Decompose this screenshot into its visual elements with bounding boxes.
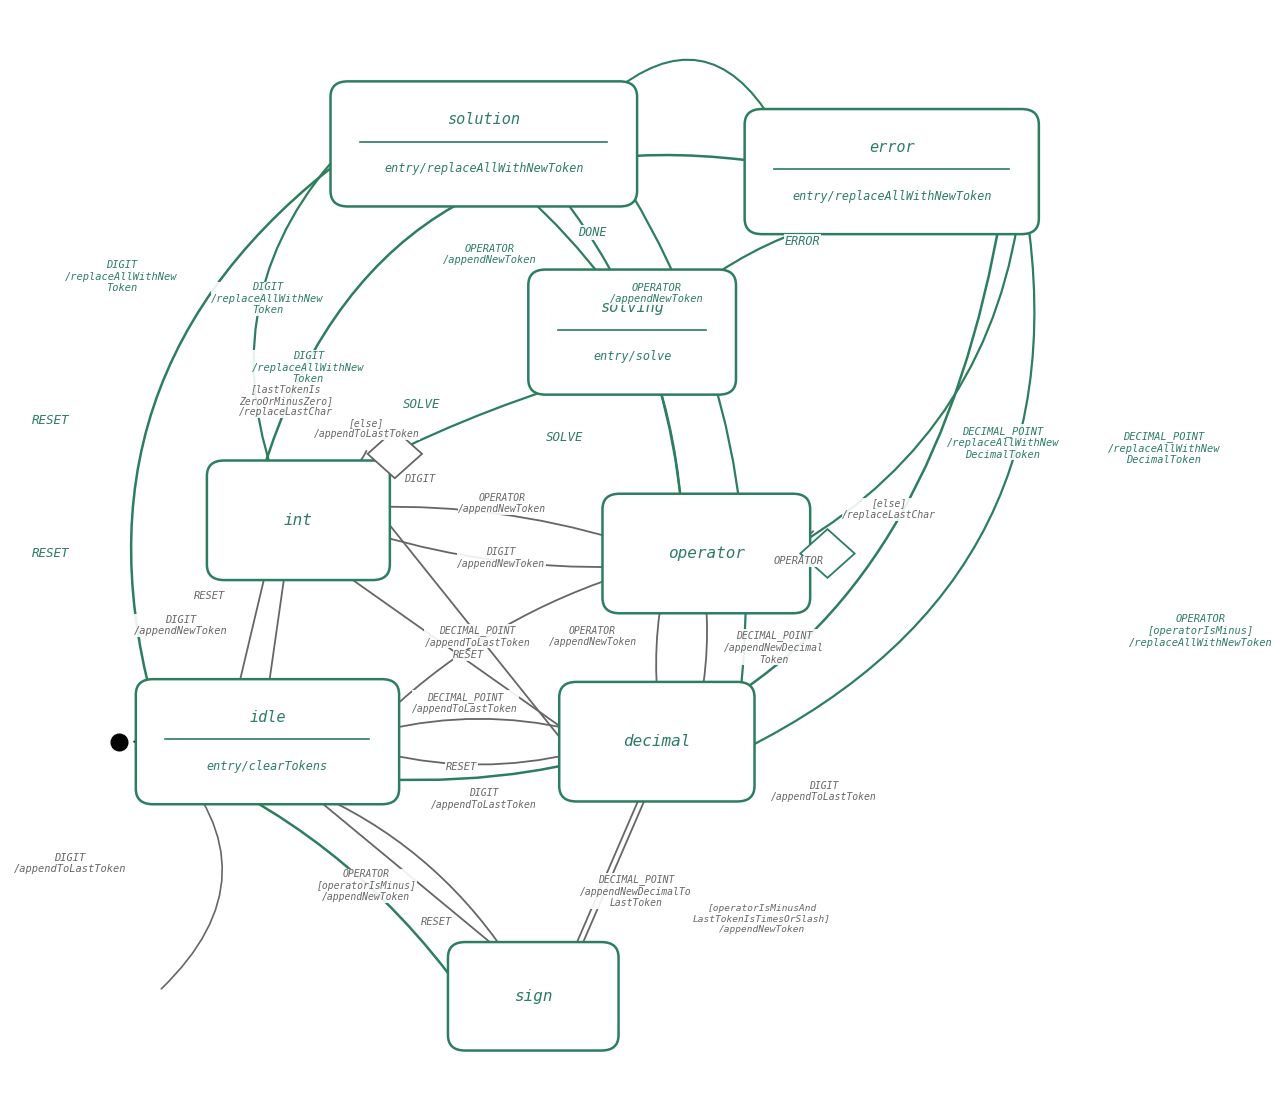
FancyBboxPatch shape bbox=[136, 679, 399, 804]
Text: OPERATOR
/appendNewToken: OPERATOR /appendNewToken bbox=[458, 493, 547, 515]
Text: decimal: decimal bbox=[623, 734, 691, 749]
Text: entry/replaceAllWithNewToken: entry/replaceAllWithNewToken bbox=[792, 189, 992, 203]
Text: solving: solving bbox=[600, 300, 664, 315]
Text: RESET: RESET bbox=[445, 762, 477, 773]
Text: RESET: RESET bbox=[421, 917, 452, 928]
Text: OPERATOR
/appendNewToken: OPERATOR /appendNewToken bbox=[611, 282, 704, 304]
Text: DECIMAL_POINT
/replaceAllWithNew
DecimalToken: DECIMAL_POINT /replaceAllWithNew Decimal… bbox=[947, 426, 1060, 459]
Text: DIGIT: DIGIT bbox=[404, 474, 435, 485]
Text: sign: sign bbox=[515, 989, 553, 1004]
Text: DIGIT
/appendNewToken: DIGIT /appendNewToken bbox=[134, 614, 228, 637]
Text: DIGIT
/replaceAllWithNew
Token: DIGIT /replaceAllWithNew Token bbox=[65, 260, 178, 293]
Text: OPERATOR
[operatorIsMinus]
/replaceAllWithNewToken: OPERATOR [operatorIsMinus] /replaceAllWi… bbox=[1129, 614, 1272, 648]
Text: entry/solve: entry/solve bbox=[593, 350, 671, 363]
Text: DIGIT
/appendNewToken: DIGIT /appendNewToken bbox=[457, 547, 545, 569]
Text: DIGIT
/replaceAllWithNew
Token: DIGIT /replaceAllWithNew Token bbox=[252, 351, 365, 384]
Text: RESET: RESET bbox=[453, 650, 485, 661]
Text: int: int bbox=[284, 513, 312, 528]
FancyBboxPatch shape bbox=[559, 682, 754, 801]
FancyBboxPatch shape bbox=[330, 81, 637, 207]
Text: idle: idle bbox=[250, 710, 285, 725]
FancyBboxPatch shape bbox=[529, 270, 736, 395]
Text: RESET: RESET bbox=[32, 414, 70, 427]
Text: DIGIT
/replaceAllWithNew
Token: DIGIT /replaceAllWithNew Token bbox=[211, 282, 324, 315]
Text: SOLVE: SOLVE bbox=[403, 397, 440, 411]
FancyBboxPatch shape bbox=[745, 110, 1039, 235]
Text: [operatorIsMinusAnd
LastTokenIsTimesOrSlash]
/appendNewToken: [operatorIsMinusAnd LastTokenIsTimesOrSl… bbox=[692, 904, 831, 933]
Text: entry/clearTokens: entry/clearTokens bbox=[207, 759, 328, 773]
Text: OPERATOR
/appendNewToken: OPERATOR /appendNewToken bbox=[443, 244, 536, 266]
Text: DECIMAL_POINT
/replaceAllWithNew
DecimalToken: DECIMAL_POINT /replaceAllWithNew Decimal… bbox=[1107, 432, 1220, 465]
Text: DECIMAL_POINT
/appendToLastToken: DECIMAL_POINT /appendToLastToken bbox=[412, 692, 518, 714]
FancyBboxPatch shape bbox=[603, 494, 810, 613]
Text: DIGIT
/appendToLastToken: DIGIT /appendToLastToken bbox=[13, 852, 125, 875]
Text: operator: operator bbox=[668, 546, 745, 561]
Text: RESET: RESET bbox=[32, 547, 70, 560]
Text: ERROR: ERROR bbox=[785, 235, 820, 248]
Text: SOLVE: SOLVE bbox=[545, 431, 582, 444]
Polygon shape bbox=[800, 529, 855, 578]
FancyBboxPatch shape bbox=[207, 461, 390, 580]
Text: entry/replaceAllWithNewToken: entry/replaceAllWithNewToken bbox=[384, 162, 584, 175]
Text: DECIMAL_POINT
/appendNewDecimalTo
LastToken: DECIMAL_POINT /appendNewDecimalTo LastTo… bbox=[580, 875, 691, 908]
Text: [else]
/replaceLastChar: [else] /replaceLastChar bbox=[842, 498, 936, 520]
Polygon shape bbox=[367, 430, 422, 478]
Text: [lastTokenIs
ZeroOrMinusZero]
/replaceLastChar: [lastTokenIs ZeroOrMinusZero] /replaceLa… bbox=[239, 384, 333, 417]
FancyBboxPatch shape bbox=[448, 942, 618, 1051]
Text: OPERATOR
/appendNewToken: OPERATOR /appendNewToken bbox=[549, 625, 636, 648]
Text: solution: solution bbox=[447, 112, 520, 127]
Text: DIGIT
/appendToLastToken: DIGIT /appendToLastToken bbox=[771, 780, 877, 803]
Text: OPERATOR
[operatorIsMinus]
/appendNewToken: OPERATOR [operatorIsMinus] /appendNewTok… bbox=[316, 869, 416, 902]
Text: [else]
/appendToLastToken: [else] /appendToLastToken bbox=[314, 417, 420, 439]
Text: RESET: RESET bbox=[193, 590, 225, 601]
Text: DECIMAL_POINT
/appendToLastToken: DECIMAL_POINT /appendToLastToken bbox=[425, 625, 530, 648]
Text: DIGIT
/appendToLastToken: DIGIT /appendToLastToken bbox=[431, 788, 536, 810]
Text: DECIMAL_POINT
/appendNewDecimal
Token: DECIMAL_POINT /appendNewDecimal Token bbox=[724, 631, 824, 664]
Text: error: error bbox=[869, 139, 915, 155]
Text: DONE: DONE bbox=[579, 226, 607, 239]
Text: OPERATOR: OPERATOR bbox=[774, 556, 824, 567]
